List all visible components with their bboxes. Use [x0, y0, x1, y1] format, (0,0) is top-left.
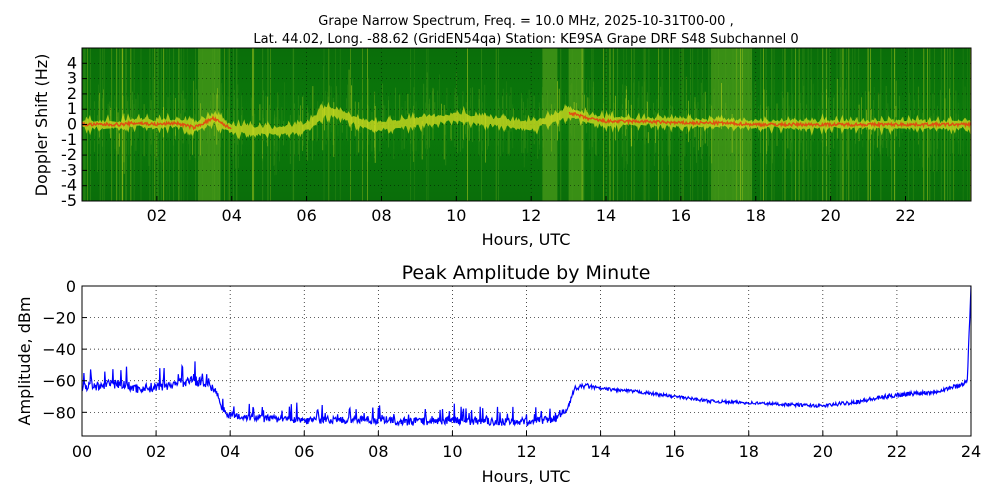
spectrogram-y-tick-label: 1: [67, 99, 77, 118]
amplitude-x-tick-label: 12: [516, 442, 536, 461]
figure-title-line-2: Lat. 44.02, Long. -88.62 (GridEN54qa) St…: [253, 32, 798, 47]
spectrogram-x-axis-label: Hours, UTC: [482, 230, 571, 249]
amplitude-x-tick-label: 24: [961, 442, 981, 461]
spectrogram-x-tick-label: 16: [671, 206, 691, 225]
amplitude-y-ticks: 0 −20 −40 −60 −80: [42, 277, 87, 422]
figure-title-line-1: Grape Narrow Spectrum, Freq. = 10.0 MHz,…: [318, 14, 733, 29]
spectrogram-x-tick-label: 20: [820, 206, 840, 225]
amplitude-x-tick-label: 00: [72, 442, 92, 461]
amplitude-series-line: [82, 286, 971, 427]
amplitude-panel: Peak Amplitude by Minute 00 02 04 06 08 10 12 1…: [15, 262, 981, 486]
amplitude-x-tick-label: 22: [887, 442, 907, 461]
amplitude-x-axis-label: Hours, UTC: [482, 467, 571, 486]
spectrogram-y-axis-label: Doppler Shift (Hz): [32, 54, 51, 197]
spectrogram-y-tick-label: 0: [67, 115, 77, 134]
spectrogram-y-tick-label: -2: [61, 145, 77, 164]
amplitude-x-tick-label: 18: [739, 442, 759, 461]
amplitude-x-tick-label: 14: [590, 442, 610, 461]
amplitude-y-tick-label: −40: [42, 340, 76, 359]
doppler-trace-peak: [82, 111, 971, 131]
spectrogram-y-tick-label: -4: [61, 176, 77, 195]
spectrogram-x-tick-label: 10: [446, 206, 466, 225]
amplitude-y-axis-label: Amplitude, dBm: [15, 297, 34, 426]
spectrogram-x-tick-label: 18: [746, 206, 766, 225]
spectrogram-x-tick-label: 06: [296, 206, 316, 225]
spectrogram-x-tick-label: 22: [895, 206, 915, 225]
spectrogram-x-ticks: 02 04 06 08 10 12 14 16 18 20 22: [147, 196, 916, 225]
doppler-trace: [82, 101, 971, 141]
amplitude-x-tick-label: 16: [664, 442, 684, 461]
amplitude-y-tick-label: −80: [42, 403, 76, 422]
amplitude-plot-area: [82, 286, 971, 436]
spectrogram-x-tick-label: 02: [147, 206, 167, 225]
bright-band-2: [568, 48, 584, 201]
amplitude-x-tick-label: 08: [368, 442, 388, 461]
amplitude-y-tick-label: −60: [42, 372, 76, 391]
spectrogram-x-tick-label: 14: [596, 206, 616, 225]
amplitude-title: Peak Amplitude by Minute: [402, 262, 651, 284]
amplitude-x-tick-label: 20: [813, 442, 833, 461]
amplitude-y-tick-label: −20: [42, 309, 76, 328]
amplitude-x-tick-label: 06: [294, 442, 314, 461]
spectrogram-x-tick-label: 12: [521, 206, 541, 225]
spectrogram-y-tick-label: 4: [67, 53, 77, 72]
spectrogram-x-tick-label: 08: [371, 206, 391, 225]
spectrogram-y-tick-label: -3: [61, 160, 77, 179]
spectrogram-x-tick-label: 04: [222, 206, 242, 225]
amplitude-x-tick-label: 10: [442, 442, 462, 461]
spectrogram-y-tick-label: 3: [67, 69, 77, 88]
amplitude-x-ticks: 00 02 04 06 08 10 12 14 16 18 20 22 24: [72, 431, 981, 461]
amplitude-x-tick-label: 04: [220, 442, 240, 461]
amplitude-x-tick-label: 02: [146, 442, 166, 461]
spectrogram-y-tick-label: -1: [61, 130, 77, 149]
spectrogram-y-tick-label: 2: [67, 84, 77, 103]
amplitude-y-tick-label: 0: [66, 277, 76, 296]
spectrogram-y-tick-label: -5: [61, 191, 77, 210]
